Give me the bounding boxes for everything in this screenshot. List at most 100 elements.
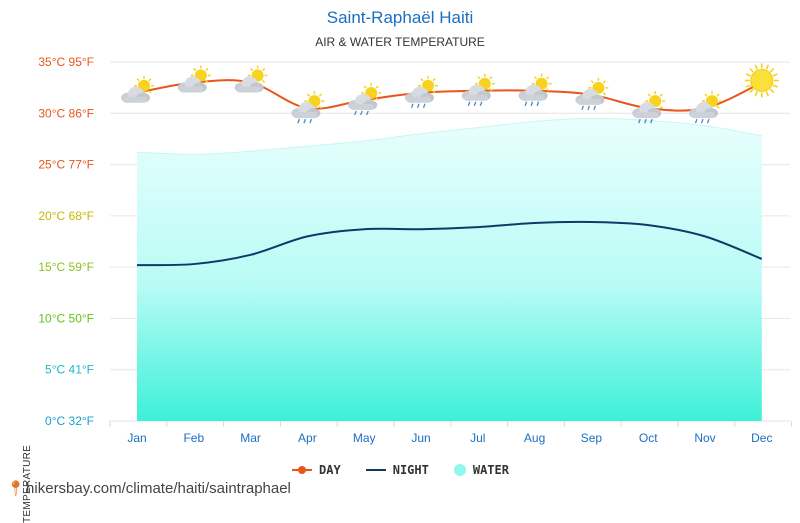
night-line-layer [136, 220, 763, 267]
day-legend-marker [292, 466, 313, 474]
sun-ray [318, 105, 323, 109]
x-tick-label: Jun [411, 431, 430, 445]
cloud-shape [407, 96, 431, 103]
location-pin-icon: 📍︎ [6, 480, 26, 497]
partly-cloudy-icon [121, 75, 154, 103]
sun-ray [745, 84, 752, 88]
y-tick-label: 35°C 95°F [38, 55, 94, 69]
rain-drop [536, 101, 540, 106]
rain-drop [530, 101, 534, 106]
sun-ray [489, 88, 493, 92]
rain-drop [366, 110, 369, 116]
rain-drop [467, 101, 471, 106]
rain-drop [416, 103, 420, 108]
rain-cloud-icon [632, 91, 666, 124]
x-tick-label: Sep [581, 431, 603, 445]
sun-ray [716, 105, 720, 109]
sun-ray [765, 64, 770, 70]
sun-ray [704, 93, 708, 97]
sun-ray [546, 76, 550, 80]
sun-ray [769, 67, 775, 73]
sun-ray [765, 91, 770, 97]
sun-ray [262, 79, 266, 84]
rain-drop [360, 110, 363, 116]
rain-drop [581, 105, 585, 111]
rain-drop [410, 103, 414, 108]
rain-cloud-icon [405, 75, 438, 108]
cloud-shape [293, 112, 318, 119]
cloud-shape [236, 86, 261, 93]
cloud-shape [577, 98, 602, 105]
y-tick-label: 20°C 68°F [38, 209, 94, 223]
x-tick-label: Jul [470, 431, 485, 445]
y-tick-label: 15°C 59°F [38, 260, 94, 274]
source-link[interactable]: 📍︎ hikersbay.com/climate/haiti/saintraph… [6, 479, 291, 498]
legend-night[interactable]: NIGHT [365, 463, 429, 477]
sun-ray [375, 97, 379, 101]
legend-water[interactable]: WATER [453, 463, 509, 477]
rain-drop [309, 118, 313, 124]
rain-drop [638, 118, 641, 124]
day-series-line [136, 79, 763, 112]
cloud-shape [634, 112, 659, 119]
cloud-shape [463, 94, 488, 101]
x-tick-label: Dec [751, 431, 772, 445]
x-tick-label: May [353, 431, 376, 445]
sun-ray [420, 78, 424, 82]
sun-ray [432, 78, 436, 82]
x-tick-label: Feb [183, 431, 204, 445]
sun-ray [306, 93, 310, 97]
rain-drop [524, 101, 528, 106]
legend-day-label: DAY [319, 463, 341, 477]
sun-shape [750, 69, 774, 93]
sun-ray [205, 79, 209, 84]
cloud-shape [123, 96, 147, 103]
x-tick-label: Jan [127, 431, 146, 445]
water-area [137, 118, 762, 422]
cloud-shape [350, 103, 375, 110]
y-tick-labels: 35°C 95°F 30°C 86°F 25°C 77°F 20°C 68°F 15°C… [38, 55, 94, 428]
rain-drop [587, 105, 591, 111]
y-tick-label: 25°C 77°F [38, 158, 94, 172]
legend-day[interactable]: DAY [291, 463, 341, 477]
rain-cloud-icon [689, 91, 722, 124]
y-tick-label: 30°C 86°F [38, 106, 94, 120]
cloud-shape [520, 94, 545, 101]
x-tick-label: Apr [298, 431, 317, 445]
rain-drop [303, 118, 307, 124]
sun-ray [754, 91, 758, 97]
sun-ray [716, 93, 720, 97]
rain-drop [479, 101, 483, 106]
chart-title: Saint-Raphaël Haiti [326, 8, 474, 27]
sun-ray [375, 85, 379, 89]
sun-ray [205, 67, 209, 72]
sun-ray [590, 80, 594, 84]
sun-ray [772, 73, 778, 77]
sun-ray [533, 76, 538, 80]
sun-ray [749, 67, 754, 73]
rain-drop [706, 118, 710, 124]
night-legend-marker [365, 469, 386, 471]
sun-ray [602, 92, 607, 96]
rain-cloud-icon [348, 82, 382, 116]
rain-cloud-icon [575, 77, 609, 111]
water-series-line [136, 117, 762, 155]
sun-ray [249, 67, 254, 72]
water-area-layer [136, 117, 762, 422]
x-tick-label: Nov [694, 431, 715, 445]
day-line-layer [136, 79, 763, 112]
sun-ray [477, 76, 481, 80]
y-tick-label: 5°C 41°F [45, 363, 94, 377]
sun-ray [754, 64, 758, 70]
cloud-shape [691, 112, 715, 119]
rain-cloud-icon [518, 73, 552, 106]
rain-drop [650, 118, 653, 124]
sun-ray [489, 76, 493, 80]
sun-ray [193, 67, 197, 72]
sun-ray [363, 85, 367, 89]
water-legend-marker [453, 464, 466, 476]
sun-ray [136, 78, 140, 82]
sun-icon [744, 63, 779, 98]
x-tick-label: Aug [524, 431, 545, 445]
rain-drop [297, 118, 301, 124]
